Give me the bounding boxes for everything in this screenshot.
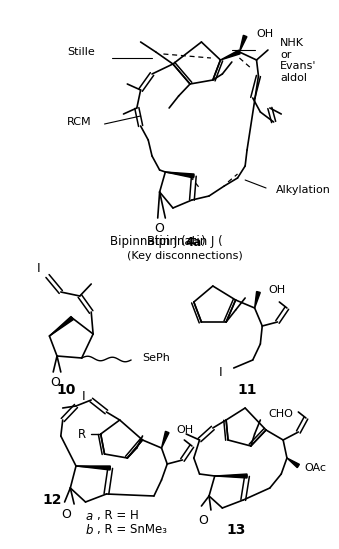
Text: OH: OH <box>257 29 274 39</box>
Text: , R = H: , R = H <box>97 509 139 523</box>
Text: RCM: RCM <box>66 117 91 127</box>
Text: , R = SnMe₃: , R = SnMe₃ <box>97 524 167 536</box>
Text: 10: 10 <box>57 383 76 397</box>
Polygon shape <box>215 474 247 478</box>
Text: 13: 13 <box>226 523 245 537</box>
Text: Bipinnatin J (: Bipinnatin J ( <box>147 236 223 249</box>
Polygon shape <box>239 35 247 52</box>
Text: (Key disconnections): (Key disconnections) <box>127 251 243 261</box>
Text: O: O <box>155 221 164 234</box>
Text: CHO: CHO <box>268 409 293 419</box>
Text: Stille: Stille <box>67 47 95 57</box>
Polygon shape <box>255 292 260 308</box>
Text: b: b <box>85 524 93 536</box>
Text: O: O <box>62 507 72 520</box>
Text: I: I <box>219 366 222 378</box>
Text: Alkylation: Alkylation <box>276 185 331 195</box>
Text: R: R <box>77 428 85 440</box>
Polygon shape <box>165 172 194 178</box>
Polygon shape <box>49 316 73 336</box>
Text: OH: OH <box>268 285 285 295</box>
Polygon shape <box>287 458 299 468</box>
Text: Bipinnatin J (: Bipinnatin J ( <box>109 236 185 249</box>
Text: I: I <box>82 389 85 402</box>
Text: 4a: 4a <box>185 236 201 249</box>
Polygon shape <box>161 432 169 448</box>
Text: I: I <box>36 261 40 274</box>
Polygon shape <box>220 50 240 60</box>
Text: ): ) <box>200 236 204 249</box>
Text: NHK
or
Evans'
aldol: NHK or Evans' aldol <box>280 38 317 83</box>
Text: O: O <box>50 376 60 389</box>
Text: SePh: SePh <box>142 353 171 363</box>
Text: O: O <box>198 513 208 526</box>
Text: 12: 12 <box>42 493 62 507</box>
Text: 11: 11 <box>237 383 257 397</box>
Text: OH: OH <box>177 425 194 435</box>
Polygon shape <box>76 466 110 470</box>
Text: OAc: OAc <box>304 463 326 473</box>
Text: a: a <box>85 509 93 523</box>
